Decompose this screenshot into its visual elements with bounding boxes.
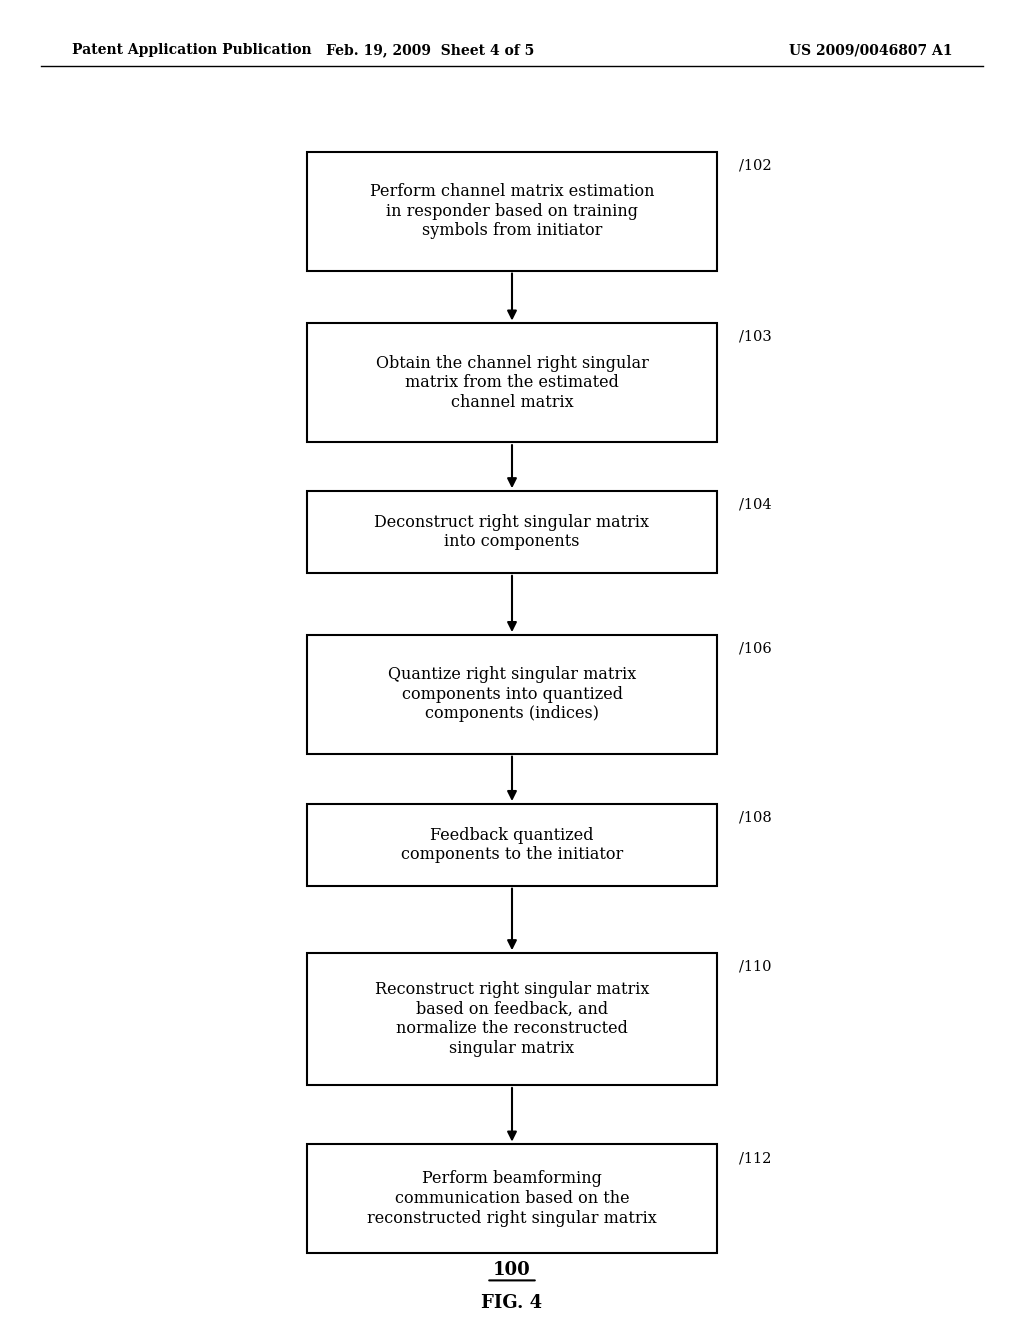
- Text: FIG. 4: FIG. 4: [481, 1294, 543, 1312]
- Text: /110: /110: [739, 960, 772, 974]
- Text: Deconstruct right singular matrix
into components: Deconstruct right singular matrix into c…: [375, 513, 649, 550]
- Text: Patent Application Publication: Patent Application Publication: [72, 44, 311, 57]
- FancyBboxPatch shape: [307, 635, 717, 754]
- FancyBboxPatch shape: [307, 953, 717, 1085]
- Text: Reconstruct right singular matrix
based on feedback, and
normalize the reconstru: Reconstruct right singular matrix based …: [375, 981, 649, 1057]
- Text: /103: /103: [739, 330, 772, 345]
- Text: 100: 100: [494, 1261, 530, 1279]
- Text: /112: /112: [739, 1151, 772, 1166]
- FancyBboxPatch shape: [307, 152, 717, 271]
- Text: /102: /102: [739, 158, 772, 173]
- Text: /108: /108: [739, 810, 772, 825]
- Text: Quantize right singular matrix
components into quantized
components (indices): Quantize right singular matrix component…: [388, 667, 636, 722]
- Text: Perform beamforming
communication based on the
reconstructed right singular matr: Perform beamforming communication based …: [368, 1171, 656, 1226]
- FancyBboxPatch shape: [307, 1144, 717, 1253]
- FancyBboxPatch shape: [307, 491, 717, 573]
- Text: US 2009/0046807 A1: US 2009/0046807 A1: [788, 44, 952, 57]
- Text: /106: /106: [739, 642, 772, 656]
- FancyBboxPatch shape: [307, 804, 717, 886]
- Text: Perform channel matrix estimation
in responder based on training
symbols from in: Perform channel matrix estimation in res…: [370, 183, 654, 239]
- Text: Feb. 19, 2009  Sheet 4 of 5: Feb. 19, 2009 Sheet 4 of 5: [326, 44, 535, 57]
- Text: /104: /104: [739, 498, 772, 512]
- FancyBboxPatch shape: [307, 323, 717, 442]
- Text: Obtain the channel right singular
matrix from the estimated
channel matrix: Obtain the channel right singular matrix…: [376, 355, 648, 411]
- Text: Feedback quantized
components to the initiator: Feedback quantized components to the ini…: [400, 826, 624, 863]
